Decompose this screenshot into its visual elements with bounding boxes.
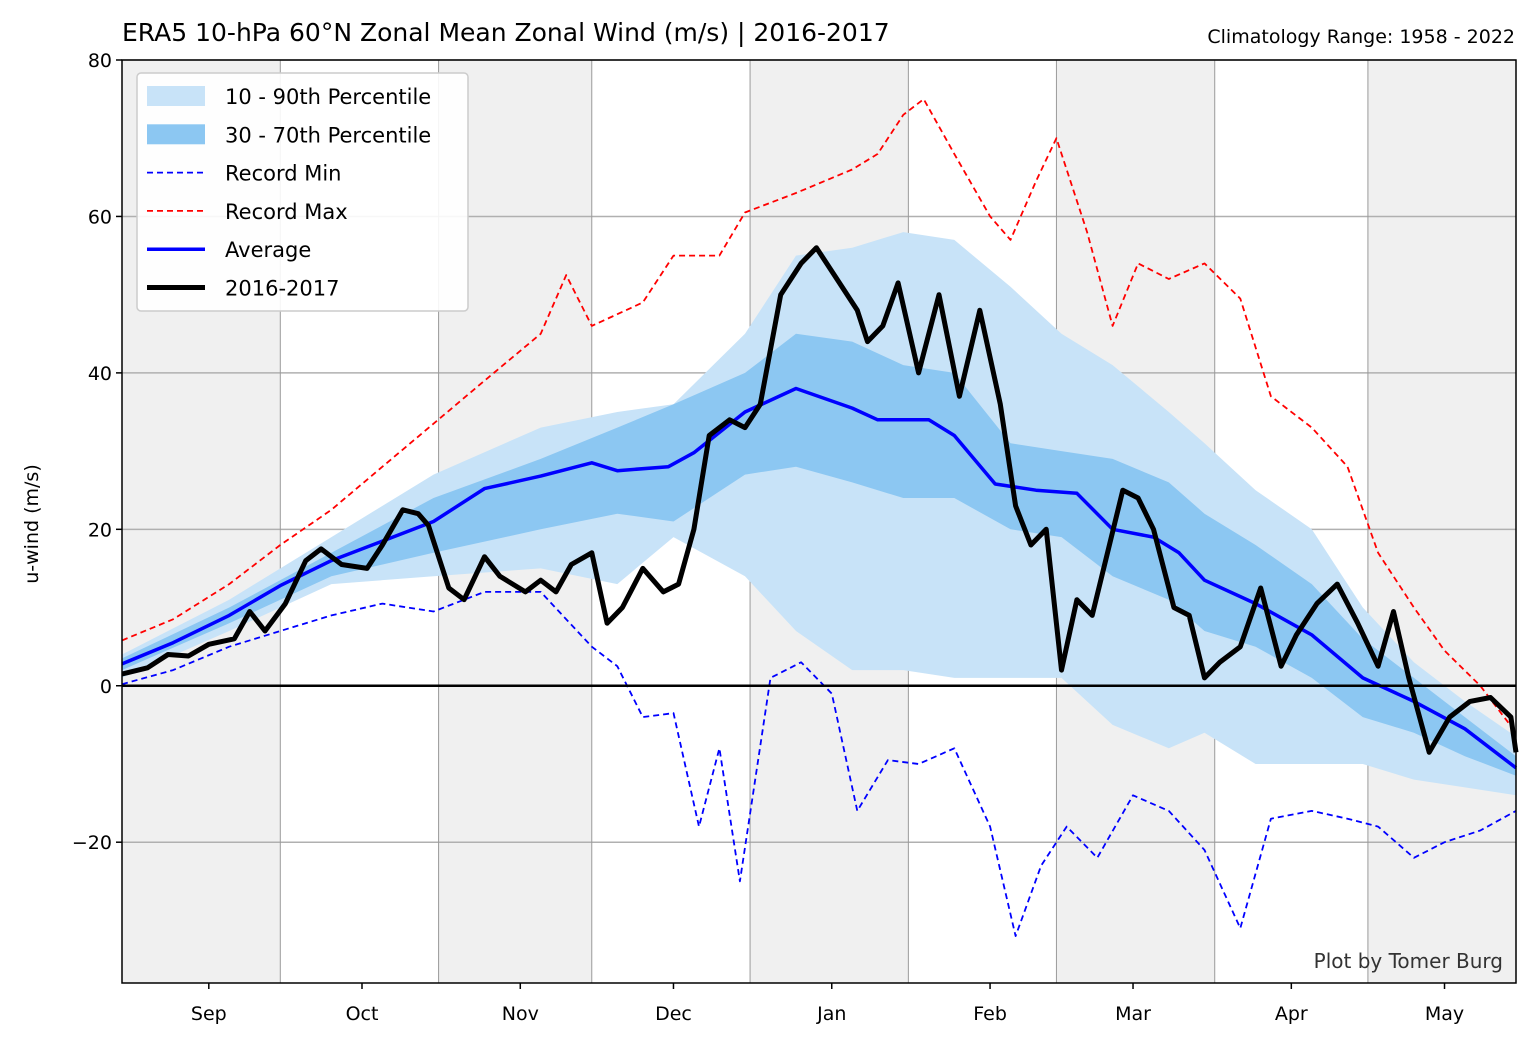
legend-label: Record Min	[225, 162, 342, 186]
legend-label: 2016-2017	[225, 277, 339, 301]
percentile-bands	[122, 232, 1516, 796]
x-tick-label: Mar	[1115, 1003, 1151, 1025]
legend-label: Average	[225, 238, 311, 262]
y-tick-label: 40	[88, 363, 112, 385]
x-tick-label: Nov	[502, 1003, 539, 1025]
x-tick-label: Apr	[1275, 1003, 1308, 1025]
legend-swatch	[147, 86, 205, 106]
legend-label: 10 - 90th Percentile	[225, 85, 431, 109]
x-tick-label: Oct	[346, 1003, 379, 1025]
band-10-90	[122, 232, 1516, 796]
y-tick-label: 0	[100, 676, 112, 698]
chart-subtitle: Climatology Range: 1958 - 2022	[1207, 26, 1515, 48]
record-min-line	[121, 591, 1517, 937]
chart-title: ERA5 10-hPa 60°N Zonal Mean Zonal Wind (…	[122, 18, 890, 47]
credit-text: Plot by Tomer Burg	[1314, 949, 1503, 973]
legend-label: 30 - 70th Percentile	[225, 123, 431, 147]
current-season-line	[121, 245, 1519, 755]
x-tick-label: Sep	[191, 1003, 227, 1025]
series-lines	[121, 98, 1519, 937]
x-tick-label: Jan	[816, 1003, 846, 1025]
record-max-line	[121, 98, 1517, 734]
axis-ticks: −20 0 20 40 60 80 Sep Oct Nov Dec Jan Feb Mar Apr May	[72, 50, 1464, 1025]
y-tick-label: 80	[88, 50, 112, 72]
legend-swatch	[147, 124, 205, 145]
y-tick-label: 20	[88, 519, 112, 541]
legend-box	[136, 72, 469, 312]
band-30-70	[122, 333, 1516, 776]
average-line	[121, 386, 1518, 770]
x-tick-label: Dec	[655, 1003, 692, 1025]
y-tick-label: −20	[72, 832, 112, 854]
y-axis-label: u-wind (m/s)	[21, 464, 43, 584]
y-tick-label: 60	[88, 206, 112, 228]
legend: 10 - 90th Percentile 30 - 70th Percentile…	[136, 72, 469, 312]
legend-label: Record Max	[225, 200, 348, 224]
plot-frame	[121, 59, 1517, 984]
x-tick-label: May	[1425, 1003, 1464, 1025]
x-tick-label: Feb	[973, 1003, 1007, 1025]
shade-band-4	[1367, 60, 1516, 983]
